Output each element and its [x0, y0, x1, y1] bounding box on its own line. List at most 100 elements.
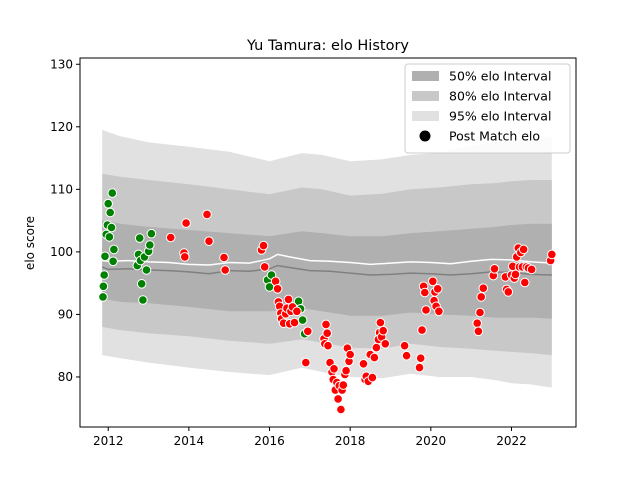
- post-match-point-loss: [476, 292, 487, 302]
- post-match-point-loss: [420, 287, 430, 298]
- post-match-point-win: [107, 188, 118, 198]
- post-match-point-loss: [303, 326, 313, 337]
- post-match-point-loss: [272, 284, 283, 294]
- post-match-point-win: [141, 265, 152, 275]
- post-match-point-loss: [414, 362, 425, 373]
- y-tick-label: 100: [50, 245, 73, 259]
- legend: 50% elo Interval 80% elo Interval 95% elo …: [404, 63, 571, 154]
- y-tick-label: 120: [50, 120, 73, 134]
- post-match-point-loss: [358, 359, 369, 369]
- legend-label: 80% elo Interval: [449, 89, 551, 104]
- y-tick-label: 110: [50, 182, 73, 196]
- post-match-point-loss: [473, 326, 484, 337]
- post-match-point-loss: [322, 328, 333, 339]
- post-match-point-loss: [399, 340, 410, 351]
- x-tick-label: 2020: [416, 434, 447, 448]
- post-match-point-loss: [289, 317, 300, 328]
- post-match-point-loss: [202, 209, 212, 220]
- post-match-point-loss: [421, 305, 431, 315]
- post-match-point-win: [138, 295, 148, 305]
- x-tick-label: 2016: [254, 434, 285, 448]
- legend-label: 95% elo Interval: [449, 109, 551, 124]
- legend-swatch: [412, 91, 439, 101]
- post-match-point-loss: [371, 342, 382, 353]
- post-match-point-loss: [478, 283, 489, 294]
- post-match-point-win: [136, 279, 147, 289]
- plot-area: [98, 129, 557, 415]
- median-elo-line: [101, 264, 552, 276]
- post-match-point-win: [104, 232, 115, 242]
- post-match-point-loss: [520, 277, 530, 288]
- y-tick-label: 130: [50, 57, 73, 71]
- post-match-point-win: [99, 270, 109, 280]
- post-match-point-loss: [329, 364, 339, 374]
- post-match-point-loss: [367, 372, 378, 383]
- legend-swatch: [412, 71, 439, 81]
- post-match-point-win: [100, 251, 110, 262]
- post-match-point-loss: [489, 264, 500, 274]
- post-match-point-win: [105, 207, 115, 218]
- post-match-point-loss: [341, 365, 351, 376]
- post-match-point-loss: [321, 319, 331, 330]
- legend-label: Post Match elo: [449, 129, 540, 144]
- post-match-point-win: [109, 244, 119, 255]
- post-match-point-win: [103, 198, 113, 209]
- post-match-point-loss: [428, 276, 438, 287]
- post-match-point-loss: [378, 325, 389, 336]
- post-match-point-loss: [336, 404, 346, 415]
- post-match-point-win: [98, 292, 108, 302]
- post-match-point-loss: [475, 307, 485, 318]
- mean-elo-line: [102, 253, 552, 266]
- post-match-point-win: [145, 240, 155, 250]
- y-axis-ticks: 80 90 100 110 120 130: [50, 57, 80, 384]
- post-match-point-loss: [292, 306, 302, 317]
- post-match-point-loss: [338, 380, 349, 390]
- post-match-point-loss: [547, 249, 557, 260]
- post-match-point-loss: [204, 236, 214, 246]
- post-match-point-loss: [472, 318, 483, 329]
- post-match-points: [98, 188, 557, 415]
- post-match-point-loss: [510, 269, 521, 280]
- post-match-point-win: [134, 233, 145, 243]
- axes-frame: [79, 57, 577, 428]
- post-match-point-loss: [180, 252, 190, 262]
- post-match-point-loss: [181, 218, 191, 228]
- band-50: [102, 220, 552, 319]
- post-match-point-loss: [219, 252, 229, 263]
- post-match-point-win: [146, 228, 157, 239]
- post-match-point-loss: [380, 339, 391, 349]
- post-match-point-loss: [417, 325, 427, 335]
- post-match-point-loss: [503, 287, 514, 297]
- elo-lines: [101, 253, 552, 276]
- post-match-point-loss: [375, 317, 386, 328]
- post-match-point-win: [108, 256, 118, 267]
- post-match-point-loss: [518, 244, 529, 255]
- post-match-point-loss: [323, 340, 333, 351]
- post-match-point-loss: [333, 394, 343, 404]
- post-match-point-loss: [345, 349, 356, 360]
- y-tick-label: 90: [58, 307, 73, 321]
- y-tick-label: 80: [58, 370, 73, 384]
- x-tick-label: 2012: [93, 434, 124, 448]
- post-match-point-win: [98, 281, 109, 292]
- post-match-point-loss: [283, 294, 294, 305]
- post-match-point-loss: [369, 352, 380, 363]
- post-match-point-loss: [432, 284, 443, 294]
- post-match-point-loss: [526, 264, 537, 275]
- post-match-point-loss: [259, 262, 270, 272]
- x-tick-label: 2014: [174, 434, 205, 448]
- post-match-point-win: [297, 315, 308, 325]
- x-tick-label: 2018: [335, 434, 366, 448]
- legend-box: [404, 63, 571, 154]
- post-match-point-loss: [220, 265, 230, 275]
- post-match-point-win: [106, 222, 117, 233]
- legend-marker: [419, 130, 431, 142]
- post-match-point-loss: [415, 353, 426, 364]
- x-tick-label: 2022: [496, 434, 527, 448]
- x-axis-ticks: 2012 2014 2016 2018 2020 2022: [93, 427, 527, 448]
- y-axis-label: elo score: [23, 216, 37, 270]
- post-match-point-loss: [401, 350, 412, 361]
- chart-title: Yu Tamura: elo History: [246, 38, 409, 54]
- post-match-point-loss: [434, 306, 444, 317]
